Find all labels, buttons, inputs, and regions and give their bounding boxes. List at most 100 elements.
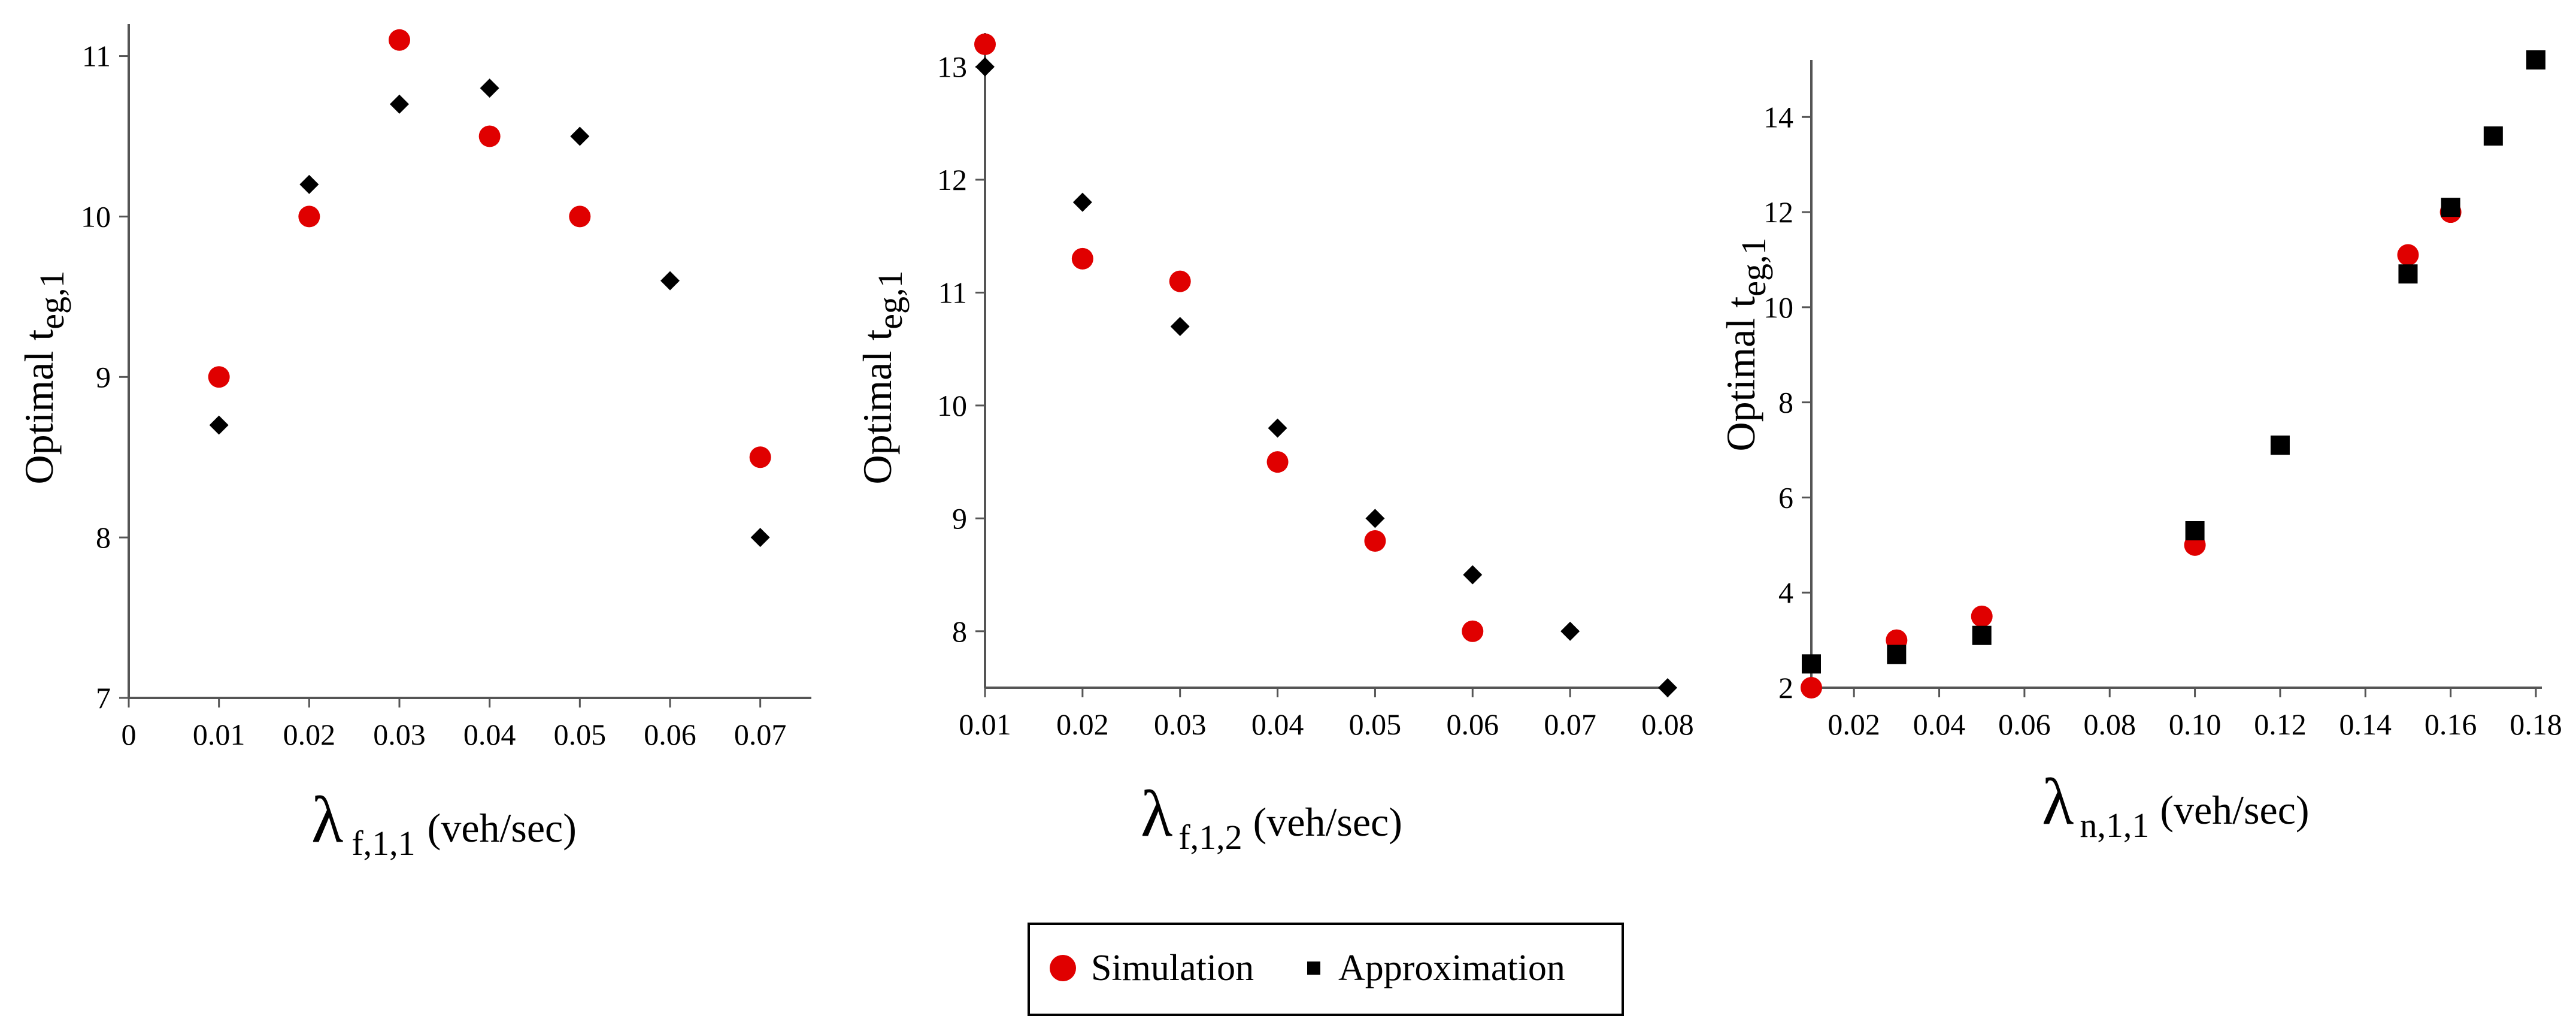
panel-3-x-axis-label: λ n,1,1 (veh/sec) — [2042, 765, 2310, 845]
y-tick-label: 12 — [937, 163, 967, 196]
y-tick-label: 8 — [96, 521, 111, 554]
panel-3-points — [1801, 50, 2545, 699]
panel-2-points — [974, 33, 1677, 697]
legend-simulation-marker — [1050, 955, 1076, 981]
x-tick-label: 0.07 — [734, 718, 787, 751]
x-tick-label: 0.04 — [1913, 707, 1966, 741]
y-tick-label: 11 — [938, 276, 967, 309]
x-tick-label: 0.14 — [2339, 707, 2392, 741]
y-tick-label: 4 — [1778, 576, 1793, 609]
approximation-point — [750, 528, 770, 548]
y-tick-label: 12 — [1763, 195, 1793, 229]
y-tick-label: 8 — [1778, 386, 1793, 419]
y-tick-label: 10 — [937, 389, 967, 422]
simulation-point — [1971, 605, 1993, 627]
panel-1-lambda-f11: 0 0.01 0.02 0.03 0.04 0.05 0.06 0.07 7 8 9 10 11 Opt… — [16, 24, 811, 863]
x-tick-label: 0.12 — [2254, 707, 2307, 741]
x-tick-label: 0.05 — [554, 718, 607, 751]
approximation-point — [1170, 316, 1190, 336]
x-tick-label: 0.04 — [1251, 707, 1304, 741]
approximation-point — [2270, 436, 2290, 455]
approximation-point — [1365, 509, 1385, 528]
y-tick-label: 13 — [937, 50, 967, 84]
approximation-point — [390, 94, 409, 114]
legend-approximation-marker — [1307, 961, 1320, 975]
panel-1-points — [208, 29, 771, 548]
simulation-point — [1462, 620, 1484, 642]
approximation-point — [299, 174, 319, 194]
x-tick-label: 0.16 — [2425, 707, 2477, 741]
panel-2-lambda-f12: 0.01 0.02 0.03 0.04 0.05 0.06 0.07 0.08 8 9 10 11 12… — [854, 33, 1694, 857]
y-tick-label: 9 — [952, 501, 967, 535]
x-tick-label: 0.08 — [2083, 707, 2136, 741]
approximation-point — [1268, 418, 1287, 438]
legend-frame — [1028, 923, 1624, 1016]
simulation-point — [389, 29, 410, 51]
simulation-point — [749, 446, 771, 468]
panel-1-y-axis-label: Optimal teg,1 — [16, 270, 71, 484]
approximation-point — [2185, 521, 2205, 540]
y-tick-label: 8 — [952, 615, 967, 648]
approximation-point — [1802, 654, 1821, 674]
approximation-point — [975, 57, 995, 77]
y-tick-label: 6 — [1778, 480, 1793, 514]
approximation-point — [1658, 678, 1677, 697]
y-tick-label: 2 — [1778, 671, 1793, 704]
approximation-point — [570, 126, 590, 146]
simulation-point — [1801, 677, 1822, 699]
x-tick-label: 0.18 — [2510, 707, 2562, 741]
x-tick-label: 0.07 — [1544, 707, 1596, 741]
x-tick-label: 0 — [122, 718, 137, 751]
x-tick-label: 0.06 — [1998, 707, 2051, 741]
legend-approximation-label: Approximation — [1338, 948, 1565, 988]
approximation-point — [1887, 645, 1907, 664]
panel-2-y-axis-label: Optimal teg,1 — [854, 270, 910, 484]
approximation-point — [2441, 198, 2460, 217]
legend: Simulation Approximation — [1028, 923, 1624, 1016]
simulation-point — [1071, 247, 1093, 270]
y-tick-label: 10 — [1763, 291, 1793, 324]
simulation-point — [298, 205, 320, 228]
x-tick-label: 0.02 — [1828, 707, 1880, 741]
simulation-point — [2397, 244, 2419, 266]
approximation-point — [660, 271, 680, 291]
panel-3-y-axis-label: Optimal teg,1 — [1718, 237, 1773, 451]
y-tick-label: 14 — [1763, 100, 1793, 134]
x-tick-label: 0.10 — [2169, 707, 2222, 741]
x-tick-label: 0.05 — [1349, 707, 1402, 741]
x-tick-label: 0.03 — [373, 718, 426, 751]
simulation-point — [569, 205, 591, 228]
panel-3-lambda-n11: 0.02 0.04 0.06 0.08 0.10 0.12 0.14 0.16 0.18 2 4 6 8… — [1718, 50, 2562, 845]
x-tick-label: 0.01 — [959, 707, 1011, 741]
y-tick-label: 9 — [96, 360, 111, 394]
panel-2-x-axis-label: λ f,1,2 (veh/sec) — [1141, 777, 1402, 857]
panel-1-ticks: 0 0.01 0.02 0.03 0.04 0.05 0.06 0.07 7 8 9 10 11 — [81, 40, 786, 751]
panel-2-axes — [984, 33, 1674, 689]
y-tick-label: 11 — [82, 40, 111, 73]
x-tick-label: 0.04 — [463, 718, 516, 751]
legend-simulation-label: Simulation — [1091, 948, 1254, 988]
approximation-point — [2483, 126, 2503, 146]
approximation-point — [1560, 621, 1580, 641]
panel-1-axes — [128, 24, 811, 699]
approximation-point — [209, 415, 229, 435]
x-tick-label: 0.01 — [193, 718, 246, 751]
approximation-point — [1072, 192, 1092, 212]
simulation-point — [478, 125, 501, 147]
x-tick-label: 0.06 — [644, 718, 696, 751]
approximation-point — [1972, 625, 1992, 645]
x-tick-label: 0.02 — [1056, 707, 1109, 741]
x-tick-label: 0.03 — [1154, 707, 1207, 741]
approximation-point — [2398, 264, 2418, 284]
approximation-point — [2526, 50, 2545, 69]
panel-2-ticks: 0.01 0.02 0.03 0.04 0.05 0.06 0.07 0.08 8 9 10 11 12… — [937, 50, 1694, 741]
x-tick-label: 0.02 — [283, 718, 336, 751]
x-tick-label: 0.08 — [1641, 707, 1694, 741]
y-tick-label: 10 — [81, 199, 111, 233]
simulation-point — [1266, 451, 1289, 473]
approximation-point — [1463, 565, 1483, 585]
y-tick-label: 7 — [96, 681, 111, 715]
simulation-point — [1169, 270, 1191, 292]
panel-3-ticks: 0.02 0.04 0.06 0.08 0.10 0.12 0.14 0.16 0.18 2 4 6 8… — [1763, 100, 2562, 741]
